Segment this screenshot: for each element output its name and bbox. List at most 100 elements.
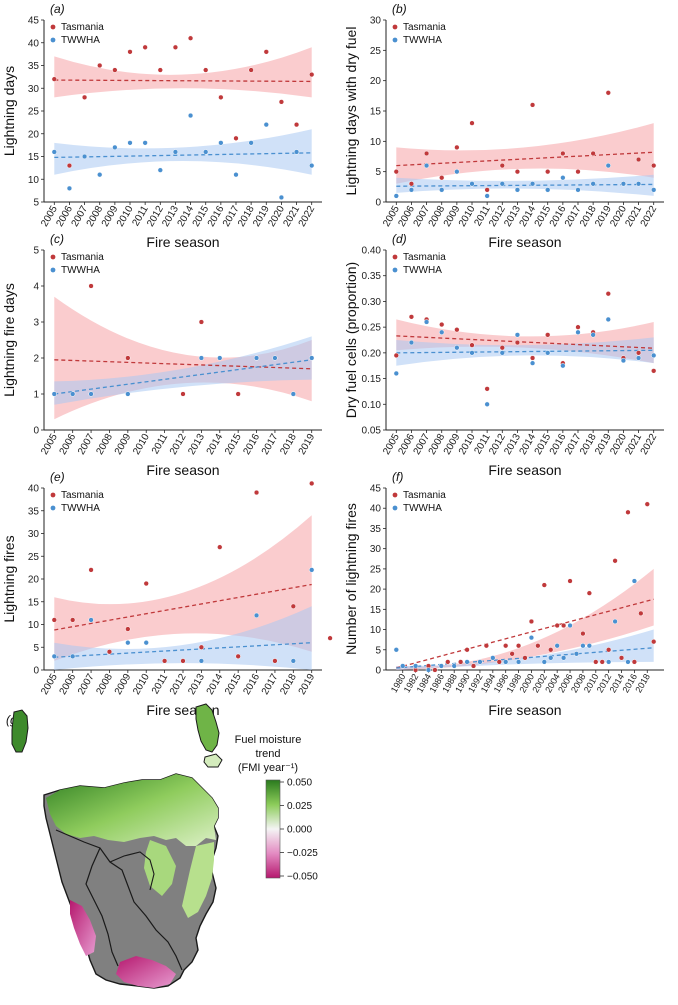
- data-point-twwha: [51, 653, 57, 659]
- x-tick-label: 2011: [150, 672, 170, 697]
- data-point-twwha: [439, 187, 445, 193]
- data-point-tasmania: [605, 291, 611, 297]
- x-tick-label: 2010: [131, 432, 152, 457]
- x-tick-label: 2022: [297, 204, 318, 229]
- data-point-twwha: [469, 181, 475, 187]
- x-tick-label: 2008: [94, 432, 115, 457]
- data-point-tasmania: [290, 603, 296, 609]
- data-point-tasmania: [157, 67, 163, 73]
- trend-line-tasmania: [54, 79, 312, 83]
- data-point-twwha: [97, 172, 103, 178]
- data-point-tasmania: [599, 659, 605, 665]
- data-point-tasmania: [528, 618, 535, 625]
- x-tick-label: 2014: [205, 672, 226, 697]
- data-point-twwha: [290, 658, 296, 664]
- data-point-twwha: [172, 149, 179, 155]
- data-point-twwha: [423, 319, 430, 325]
- data-point-twwha: [438, 663, 444, 669]
- data-point-tasmania: [484, 386, 490, 392]
- data-point-tasmania: [218, 94, 224, 100]
- data-point-tasmania: [187, 35, 194, 41]
- y-axis-title: Lightning fires: [1, 535, 17, 622]
- y-tick-label: 35: [28, 61, 40, 72]
- data-point-twwha: [70, 391, 76, 397]
- data-point-tasmania: [66, 162, 73, 169]
- data-point-tasmania: [454, 327, 460, 333]
- data-point-twwha: [548, 655, 554, 661]
- legend-label-tasmania: Tasmania: [403, 490, 446, 501]
- y-tick-label: 0.35: [362, 271, 382, 282]
- legend-label-tasmania: Tasmania: [61, 490, 104, 501]
- data-point-tasmania: [142, 44, 148, 50]
- data-point-tasmania: [235, 391, 241, 397]
- data-point-tasmania: [618, 655, 625, 661]
- x-tick-label: 2006: [58, 432, 79, 457]
- data-point-twwha: [393, 370, 399, 377]
- data-point-tasmania: [590, 150, 596, 157]
- data-point-twwha: [575, 329, 581, 335]
- y-tick-label: 40: [28, 484, 40, 495]
- y-tick-label: 30: [28, 84, 40, 95]
- data-point-twwha: [88, 391, 94, 397]
- data-point-twwha: [439, 329, 445, 335]
- y-tick-label: 0: [33, 666, 39, 677]
- data-point-tasmania: [545, 169, 551, 175]
- data-point-tasmania: [408, 314, 415, 320]
- data-point-twwha: [309, 567, 315, 573]
- data-point-twwha: [606, 659, 612, 665]
- x-tick-label: 2005: [39, 672, 60, 697]
- panel-label-c: (c): [50, 232, 64, 246]
- data-point-twwha: [651, 187, 657, 193]
- panel-label-d: (d): [392, 232, 407, 246]
- y-tick-label: 40: [28, 38, 40, 49]
- data-point-twwha: [451, 663, 457, 669]
- charts-layer: 5101520253035404520052006200720082009201…: [1, 2, 664, 718]
- data-point-twwha: [484, 193, 490, 199]
- data-point-tasmania: [612, 558, 618, 564]
- data-point-twwha: [143, 640, 149, 646]
- data-point-twwha: [309, 162, 315, 169]
- data-point-tasmania: [464, 647, 470, 653]
- cape-barren-island-shape: [203, 753, 223, 768]
- data-point-tasmania: [470, 663, 477, 669]
- data-point-tasmania: [635, 350, 642, 356]
- data-point-twwha: [631, 578, 638, 584]
- data-point-twwha: [635, 181, 642, 187]
- confidence-band-tasmania: [54, 515, 312, 661]
- y-axis-title: Number of lightning fires: [343, 503, 359, 655]
- colorbar-title-line1: Fuel moisture: [235, 734, 302, 746]
- legend-marker-tasmania: [392, 254, 398, 260]
- drying-trend-west: [70, 900, 96, 956]
- east-coast-green-strip: [182, 842, 214, 918]
- data-point-twwha: [425, 667, 432, 673]
- data-point-tasmania: [560, 150, 566, 157]
- data-point-tasmania: [457, 659, 464, 665]
- data-point-twwha: [248, 140, 254, 146]
- data-point-tasmania: [439, 175, 445, 181]
- data-point-twwha: [217, 355, 223, 361]
- y-axis-title: Lightning fire days: [1, 283, 17, 397]
- legend-label-tasmania: Tasmania: [403, 252, 446, 263]
- data-point-tasmania: [125, 355, 131, 361]
- data-point-twwha: [51, 391, 57, 397]
- y-tick-label: 30: [370, 16, 382, 27]
- y-axis-title: Dry fuel cells (proportion): [343, 262, 359, 418]
- data-point-twwha: [112, 144, 118, 151]
- data-point-twwha: [590, 332, 596, 338]
- data-point-twwha: [198, 658, 205, 664]
- data-point-twwha: [620, 181, 627, 187]
- data-point-tasmania: [408, 181, 415, 187]
- data-point-tasmania: [651, 368, 657, 374]
- legend-marker-twwha: [50, 505, 56, 511]
- data-point-tasmania: [529, 355, 536, 361]
- data-point-tasmania: [605, 90, 611, 96]
- trend-line-twwha: [54, 642, 312, 658]
- x-tick-label: 2011: [150, 432, 170, 457]
- data-point-twwha: [620, 357, 627, 364]
- data-point-tasmania: [560, 622, 567, 629]
- data-point-twwha: [635, 355, 642, 361]
- legend-marker-twwha: [50, 267, 56, 273]
- y-tick-label: 0: [375, 666, 381, 677]
- y-tick-label: 2: [33, 354, 39, 365]
